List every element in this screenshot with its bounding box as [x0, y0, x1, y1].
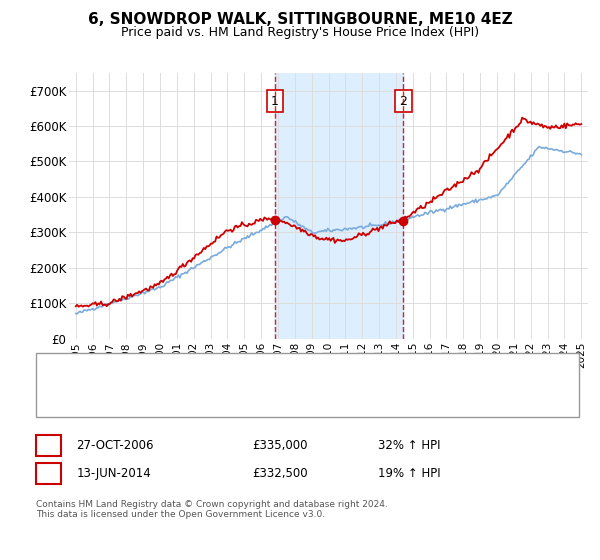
Text: 1: 1 [44, 438, 53, 452]
Text: 2: 2 [44, 466, 53, 480]
Text: 6, SNOWDROP WALK, SITTINGBOURNE, ME10 4EZ (detached house): 6, SNOWDROP WALK, SITTINGBOURNE, ME10 4E… [85, 366, 464, 376]
Bar [275, 73, 403, 339]
Text: 27-OCT-2006: 27-OCT-2006 [76, 438, 154, 452]
Text: Contains HM Land Registry data © Crown copyright and database right 2024.
This d: Contains HM Land Registry data © Crown c… [36, 500, 388, 519]
Text: 19% ↑ HPI: 19% ↑ HPI [378, 466, 440, 480]
Text: HPI: Average price, detached house, Swale: HPI: Average price, detached house, Swal… [85, 394, 325, 404]
Text: 6, SNOWDROP WALK, SITTINGBOURNE, ME10 4EZ: 6, SNOWDROP WALK, SITTINGBOURNE, ME10 4E… [88, 12, 512, 27]
Text: 13-JUN-2014: 13-JUN-2014 [76, 466, 151, 480]
Text: £332,500: £332,500 [252, 466, 308, 480]
Text: 1: 1 [271, 95, 279, 108]
Text: £335,000: £335,000 [252, 438, 308, 452]
Text: 2: 2 [400, 95, 407, 108]
Text: 32% ↑ HPI: 32% ↑ HPI [378, 438, 440, 452]
Text: Price paid vs. HM Land Registry's House Price Index (HPI): Price paid vs. HM Land Registry's House … [121, 26, 479, 39]
